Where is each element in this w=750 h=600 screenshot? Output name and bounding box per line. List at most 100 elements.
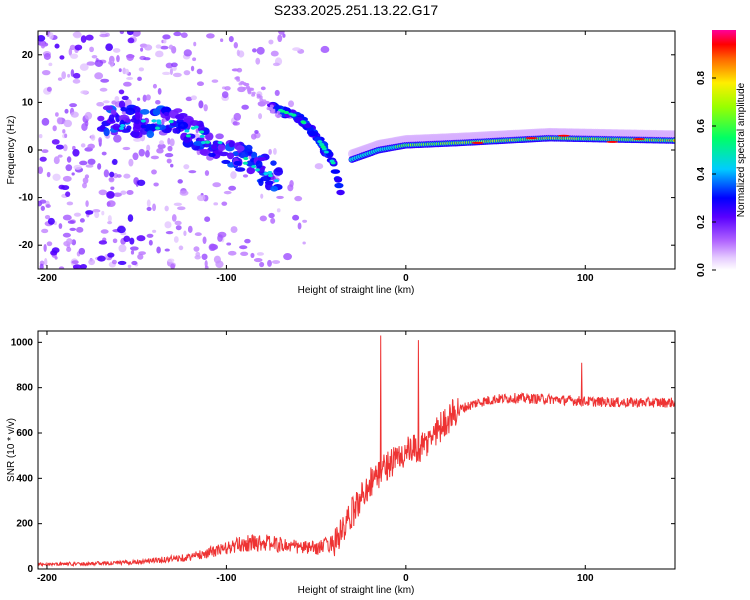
spectrogram-cell [245,144,253,151]
spectrogram-cell [38,35,46,42]
spectrogram-cell [152,108,161,116]
spectrogram-cell [140,119,146,123]
spectrogram-cell [184,129,190,133]
spectrogram-cell [242,86,247,91]
spectrogram-cell [41,117,50,126]
spectrogram-cell [168,120,174,124]
spectrogram-cell [115,114,121,123]
spectrogram-cell [111,100,117,105]
spectrogram-cell [117,260,127,265]
spectrogram-y-tick-label: 20 [22,50,34,61]
spectrogram-cell [67,73,71,78]
spectrogram-cell [118,244,127,253]
spectrogram-cell [143,57,151,61]
snr-x-tick-label: -100 [216,573,236,584]
spectrogram-cell [79,160,88,166]
colorbar-tick-label: 0.8 [696,71,707,85]
spectrogram-cell [274,89,280,97]
spectrogram-cell [292,214,300,221]
spectrogram-cell [71,172,75,176]
spectrogram-cell [164,248,170,252]
spectrogram-cell [259,261,265,268]
spectrogram-cell [246,86,251,90]
spectrogram-cell [81,122,88,131]
colorbar-tick-label: 0.4 [696,167,707,181]
spectrogram-y-tick-label: 10 [22,97,34,108]
spectrogram-cell [158,140,165,145]
spectrogram-cell [126,76,134,80]
spectrogram-cell [175,114,185,120]
spectrogram-cell [189,120,201,127]
spectrogram-x-tick-label: -100 [216,273,236,284]
spectrogram-cell [69,44,76,51]
spectrogram-cell [276,208,281,213]
colorbar-gradient [712,30,736,270]
spectrogram-cell [68,47,73,56]
spectrogram-cell [107,221,113,225]
spectrogram-cell [129,237,135,245]
spectrogram-cell [276,195,284,199]
spectrogram-cell [121,95,129,101]
spectrogram-cell [69,103,78,108]
spectrogram-cell [173,202,183,206]
spectrogram-cell [276,110,281,114]
spectrogram-cell [167,145,173,152]
spectrogram-cell [97,163,102,170]
spectrogram-cell [233,42,238,49]
spectrogram-cell [230,226,238,234]
spectrogram-cell [232,121,240,126]
spectrogram-cell [194,255,201,260]
spectrogram-cell [291,113,297,117]
spectrogram-cell [227,250,237,256]
spectrogram-cell [108,61,113,65]
spectrogram-cell [223,190,232,195]
spectrogram-cell [204,170,210,176]
spectrogram-cell [270,160,277,166]
spectrogram-cell [82,182,87,189]
spectrogram-cell [294,195,303,202]
spectrogram-cell [107,215,112,222]
spectrogram-cell [116,225,126,234]
colorbar: 0.0 0.2 0.4 0.6 0.8 Normalized spectral ampl… [696,30,747,277]
spectrogram-cell [55,144,64,150]
spectrogram-cell [110,109,117,115]
spectrogram-x-tick-label: 0 [403,273,409,284]
snr-y-tick-label: 800 [16,383,33,394]
spectrogram-cell [94,211,100,219]
spectrogram-cell [112,123,121,131]
spectrogram-cell [41,149,49,153]
spectrogram-cell [260,86,266,91]
spectrogram-cell [132,152,139,161]
spectrogram-cell [262,99,267,103]
snr-x-tick-label: -200 [37,573,57,584]
spectrogram-cell [235,167,246,172]
spectrogram-cell [154,126,160,130]
spectrogram-cell [226,242,232,246]
spectrogram-cell [112,48,121,53]
spectrogram-cell [40,205,45,211]
spectrogram-cell [183,230,187,237]
spectrogram-cell [173,31,182,37]
spectrogram-cell [113,192,122,197]
spectrogram-cell [80,143,86,148]
spectrogram-cell [228,140,235,148]
spectrogram-cell [241,104,249,110]
spectrogram-cell [98,189,108,196]
spectrogram-cell [297,222,302,230]
spectrogram-cell [144,44,153,51]
snr-y-label: SNR (10 * v/v) [6,418,17,482]
spectrogram-cell [243,156,249,161]
spectrogram-cell [236,49,240,57]
spectrogram-cell [74,44,83,51]
colorbar-ticks: 0.0 0.2 0.4 0.6 0.8 [696,71,716,277]
spectrogram-cell [86,61,96,66]
spectrogram-cell [102,100,110,104]
spectrogram-cell [211,79,219,83]
spectrogram-cell [152,203,156,212]
spectrogram-cell [73,164,82,170]
spectrogram-cell [193,41,197,47]
spectrogram-heatmap [38,31,675,269]
spectrogram-cell [205,140,211,144]
